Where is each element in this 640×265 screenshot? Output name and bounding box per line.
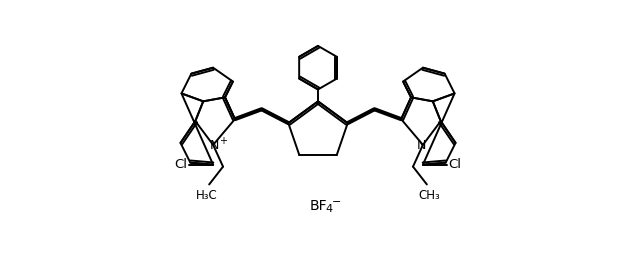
Text: BF: BF bbox=[310, 199, 328, 213]
Text: Cl: Cl bbox=[449, 158, 461, 171]
Text: H₃C: H₃C bbox=[196, 189, 218, 202]
Text: N: N bbox=[209, 139, 219, 152]
Text: +: + bbox=[219, 136, 227, 146]
Text: N: N bbox=[417, 139, 427, 152]
Text: CH₃: CH₃ bbox=[418, 189, 440, 202]
Text: Cl: Cl bbox=[175, 158, 188, 171]
Text: 4: 4 bbox=[326, 204, 333, 214]
Text: −: − bbox=[332, 197, 341, 207]
